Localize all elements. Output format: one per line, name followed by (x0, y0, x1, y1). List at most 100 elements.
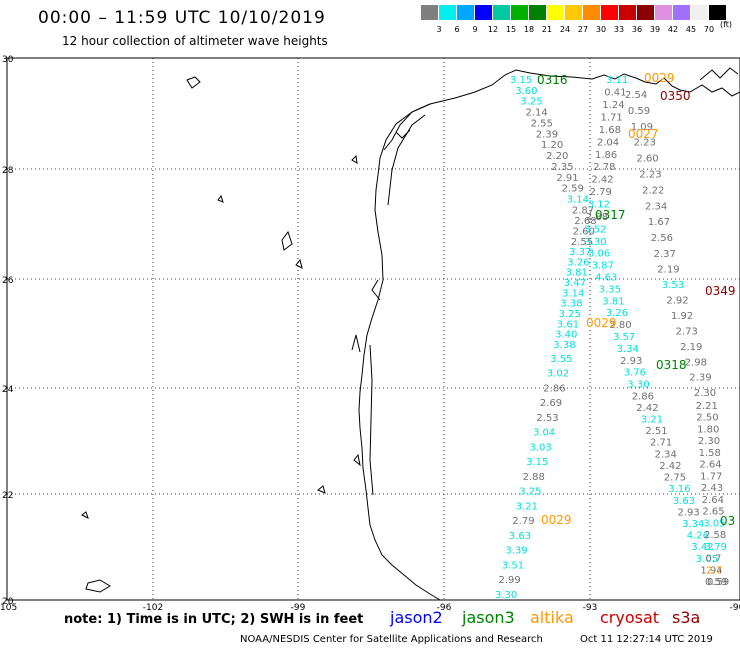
color-scale-swatch (547, 5, 564, 20)
wave-height-label: 2.71 (650, 438, 672, 449)
pass-labels: 0316 0029 0350 0027 0317 0349 0029 0318 0029 03 (537, 71, 736, 528)
lon-label: -93 (583, 603, 598, 613)
wave-height-label: 2.86 (543, 383, 565, 394)
wave-height-label: 2.78 (593, 162, 615, 173)
wave-height-label: 2.68 (574, 216, 596, 227)
wave-height-label: 2.19 (657, 265, 679, 276)
color-scale-swatch (529, 5, 546, 20)
wave-height-label: 2.60 (636, 154, 658, 165)
wave-height-label: 1.92 (671, 311, 693, 322)
wave-height-label: 3.47 (564, 278, 586, 289)
wave-height-label: 2.69 (540, 398, 562, 409)
color-scale-label: 36 (631, 25, 643, 34)
wave-height-label: 2.79 (590, 187, 612, 198)
color-scale-swatch (583, 5, 600, 20)
wave-height-label: 2.30 (698, 436, 720, 447)
lon-label: -96 (437, 603, 452, 613)
wave-height-label: 2.88 (586, 212, 608, 223)
wave-height-label: 3.40 (555, 330, 577, 341)
color-scale-label: 33 (613, 25, 625, 34)
lon-label: -99 (291, 603, 306, 613)
color-scale-label: 21 (541, 25, 553, 34)
wave-height-label: 3.63 (673, 496, 695, 507)
footer-note: note: 1) Time is in UTC; 2) SWH is in fe… (64, 612, 364, 627)
inland-lake-6 (85, 579, 111, 593)
wave-height-label: 2.43 (701, 483, 723, 494)
wave-height-label: 2.99 (499, 575, 521, 586)
wave-height-label: 1.58 (699, 448, 721, 459)
wave-height-label: 2.87 (572, 206, 594, 217)
wave-height-label: 3.26 (567, 257, 589, 268)
wave-height-label: 3.34 (617, 344, 639, 355)
wave-height-label: 3.04 (533, 428, 555, 439)
color-scale-label: 39 (649, 25, 661, 34)
coastline (81, 67, 740, 601)
lat-label: 22 (2, 491, 13, 501)
color-scale-label: 30 (595, 25, 607, 34)
color-scale-swatch (439, 5, 456, 20)
wave-height-label: 3.81 (602, 296, 624, 307)
lat-label: 28 (2, 166, 14, 176)
color-scale-swatch (421, 5, 438, 20)
wave-height-label: 0.59 (628, 106, 650, 117)
wave-height-label: 2.23 (634, 138, 656, 149)
bay-1 (395, 129, 411, 139)
color-scale-label: 45 (685, 25, 697, 34)
map-title: 00:00 – 11:59 UTC 10/10/2019 (38, 8, 326, 28)
wave-height-label: 3.15 (526, 457, 548, 468)
wave-height-label: 1.86 (595, 150, 617, 161)
wave-height-label: 1.24 (602, 100, 624, 111)
wave-height-label: 3.51 (502, 561, 524, 572)
wave-height-label: 0.7 (706, 554, 722, 565)
inland-lake-3 (186, 76, 201, 89)
wave-height-label: 2.34 (655, 449, 677, 460)
wave-height-label: 2.65 (702, 507, 724, 518)
wave-height-label: 2.7 (706, 565, 722, 576)
inland-lake-9 (351, 154, 358, 164)
pass-id-label: 0029 (541, 513, 572, 527)
wave-height-label: 3.34 (682, 519, 704, 530)
wave-height-label: 1.20 (541, 140, 563, 151)
wave-height-label: 3.35 (599, 284, 621, 295)
wave-height-label: 3.76 (624, 368, 646, 379)
wave-height-label: 2.39 (689, 373, 711, 384)
wave-height-label: 2.55 (571, 237, 593, 248)
lat-label: 20 (2, 597, 14, 607)
wave-height-label: 2.80 (609, 320, 631, 331)
wave-height-label: 3.81 (566, 268, 588, 279)
color-scale-swatch (673, 5, 690, 20)
wave-height-label: 2.55 (531, 119, 553, 130)
color-scale-label: 42 (667, 25, 679, 34)
color-scale-label: 9 (472, 25, 478, 34)
lat-label: 26 (2, 276, 14, 286)
wave-height-label: 2.86 (632, 391, 654, 402)
wave-height-label: 3.57 (613, 332, 635, 343)
wave-height-label: 2.59 (562, 184, 584, 195)
wave-height-label: 1.94 (700, 565, 722, 576)
pass-id-label: 0029 (586, 316, 617, 330)
legend-altika: altika (530, 608, 574, 627)
wave-height-label: 2.98 (685, 357, 707, 368)
wave-height-label: 3.60 (515, 86, 537, 97)
color-scale-swatch (511, 5, 528, 20)
wave-height-label: 2.37 (654, 249, 676, 260)
wave-height-label: 3.02 (547, 369, 569, 380)
lat-label: 24 (2, 385, 14, 395)
inland-lake-5 (317, 485, 326, 494)
texas-coast-line (358, 103, 441, 601)
color-scale-swatch (457, 5, 474, 20)
wave-height-label: 2.42 (659, 461, 681, 472)
wave-height-label: 1.09 (631, 122, 653, 133)
wave-height-label: 3.53 (662, 280, 684, 291)
mississippi-delta (699, 67, 739, 81)
wave-height-label: 3.87 (592, 261, 614, 272)
wave-height-label: 3.25 (519, 487, 541, 498)
pass-id-label: 0349 (705, 284, 736, 298)
graticule: 30 28 26 24 22 20-105 -102 -99 -96 -93 -90 (0, 55, 740, 613)
wave-height-label: 3.03 (530, 442, 552, 453)
wave-height-label: 3.12 (588, 200, 610, 211)
inland-lake-8 (295, 258, 303, 269)
wave-height-label: 1.68 (599, 125, 621, 136)
wave-height-label: 2.19 (680, 342, 702, 353)
